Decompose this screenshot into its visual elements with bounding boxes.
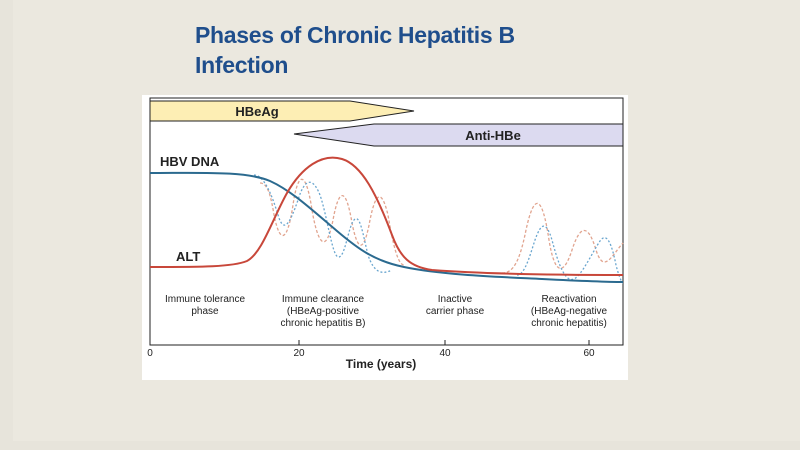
- hbeag-label: HBeAg: [235, 104, 278, 119]
- slide-title: Phases of Chronic Hepatitis B Infection: [195, 20, 615, 80]
- alt-fluctuation-early: [259, 178, 405, 266]
- anti-hbe-label: Anti-HBe: [465, 128, 521, 143]
- phase-4-line-1: Reactivation: [541, 294, 596, 305]
- tick-label: 0: [147, 348, 153, 359]
- phase-2-line-1: Immune clearance: [282, 294, 365, 305]
- tick-label: 20: [293, 348, 305, 359]
- hepatitis-b-phases-figure: HBeAg Anti-HBe HBV DNA ALT Immune tolera…: [142, 95, 628, 380]
- title-line-2: Infection: [195, 52, 289, 78]
- alt-label: ALT: [176, 249, 200, 264]
- phase-4-line-2: (HBeAg-negative: [531, 306, 608, 317]
- hbv-dna-curve: [149, 171, 624, 283]
- alt-curve: [149, 156, 624, 276]
- x-axis-label: Time (years): [346, 357, 416, 371]
- phase-2-line-3: chronic hepatitis B): [280, 318, 365, 329]
- hbeag-band: [149, 100, 415, 122]
- title-line-1: Phases of Chronic Hepatitis B: [195, 22, 515, 48]
- phase-1-line-1: Immune tolerance: [165, 294, 245, 305]
- phase-labels: Immune tolerance phase Immune clearance …: [165, 294, 608, 329]
- anti-hbe-band: [293, 123, 624, 147]
- phase-2-line-2: (HBeAg-positive: [287, 306, 360, 317]
- hbv-dna-label: HBV DNA: [160, 154, 220, 169]
- x-axis-ticks: [149, 340, 590, 345]
- phase-1-line-2: phase: [191, 306, 219, 317]
- alt-fluctuation-reactivation: [501, 202, 624, 274]
- tick-label: 40: [439, 348, 451, 359]
- phase-3-line-2: carrier phase: [426, 306, 485, 317]
- hbv-dna-fluctuation-early: [253, 174, 393, 273]
- plot-frame: [149, 97, 624, 346]
- phase-3-line-1: Inactive: [438, 294, 473, 305]
- tick-label: 60: [583, 348, 595, 359]
- x-axis-tick-labels: 0 20 40 60: [147, 348, 595, 359]
- hbv-dna-fluctuation-reactivation: [516, 225, 624, 284]
- phases-diagram: HBeAg Anti-HBe HBV DNA ALT Immune tolera…: [147, 97, 624, 371]
- phase-4-line-3: chronic hepatitis): [531, 318, 607, 329]
